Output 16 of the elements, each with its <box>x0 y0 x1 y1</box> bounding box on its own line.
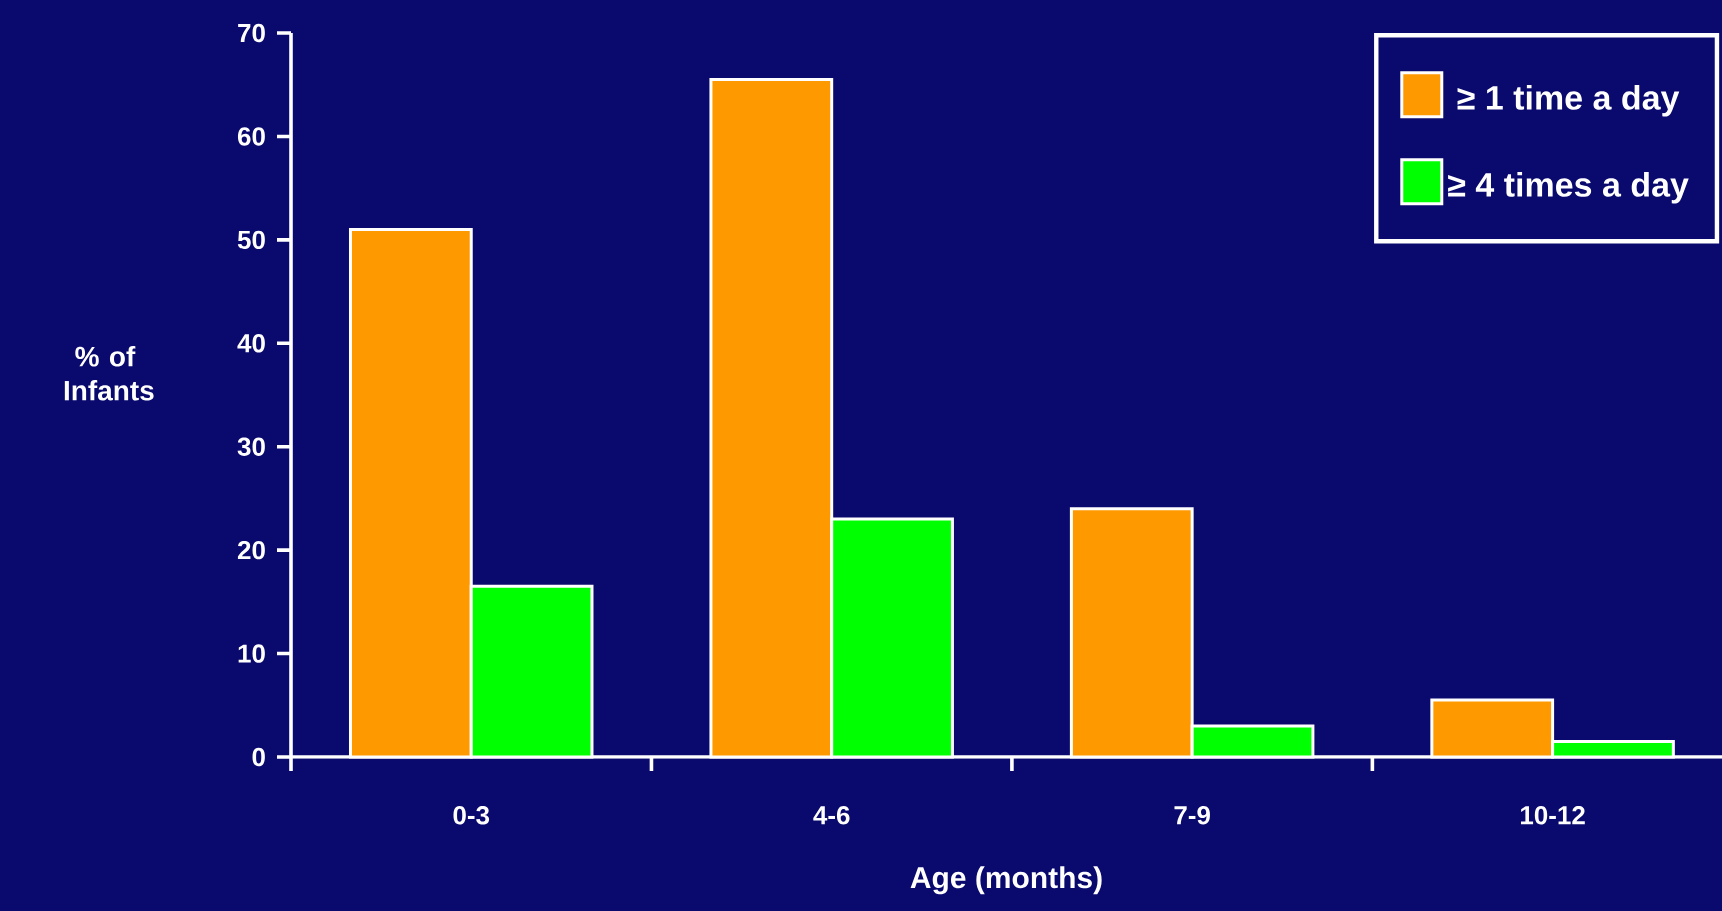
y-tick-label: 60 <box>237 127 265 146</box>
y-tick-label: 30 <box>237 437 265 456</box>
legend-label: ≥ 4 times a day <box>1448 171 1689 204</box>
x-tick-label: 7-9 <box>1174 806 1210 825</box>
x-tick-label: 4-6 <box>813 806 850 825</box>
y-tick-label: 10 <box>238 644 265 663</box>
legend-label: ≥ 1 time a day <box>1457 84 1680 117</box>
y-tick-label: 70 <box>238 23 265 43</box>
x-tick-label: 0-3 <box>453 806 490 825</box>
y-tick-label: 20 <box>237 540 265 560</box>
x-tick-label: 10-12 <box>1520 806 1585 825</box>
x-axis-title: Age (months) <box>910 866 1102 895</box>
y-tick-label: 50 <box>237 230 265 250</box>
y-tick-label: 0 <box>252 747 265 767</box>
y-tick-label: 40 <box>237 334 265 353</box>
y-axis-title: % of Infants <box>64 346 154 401</box>
